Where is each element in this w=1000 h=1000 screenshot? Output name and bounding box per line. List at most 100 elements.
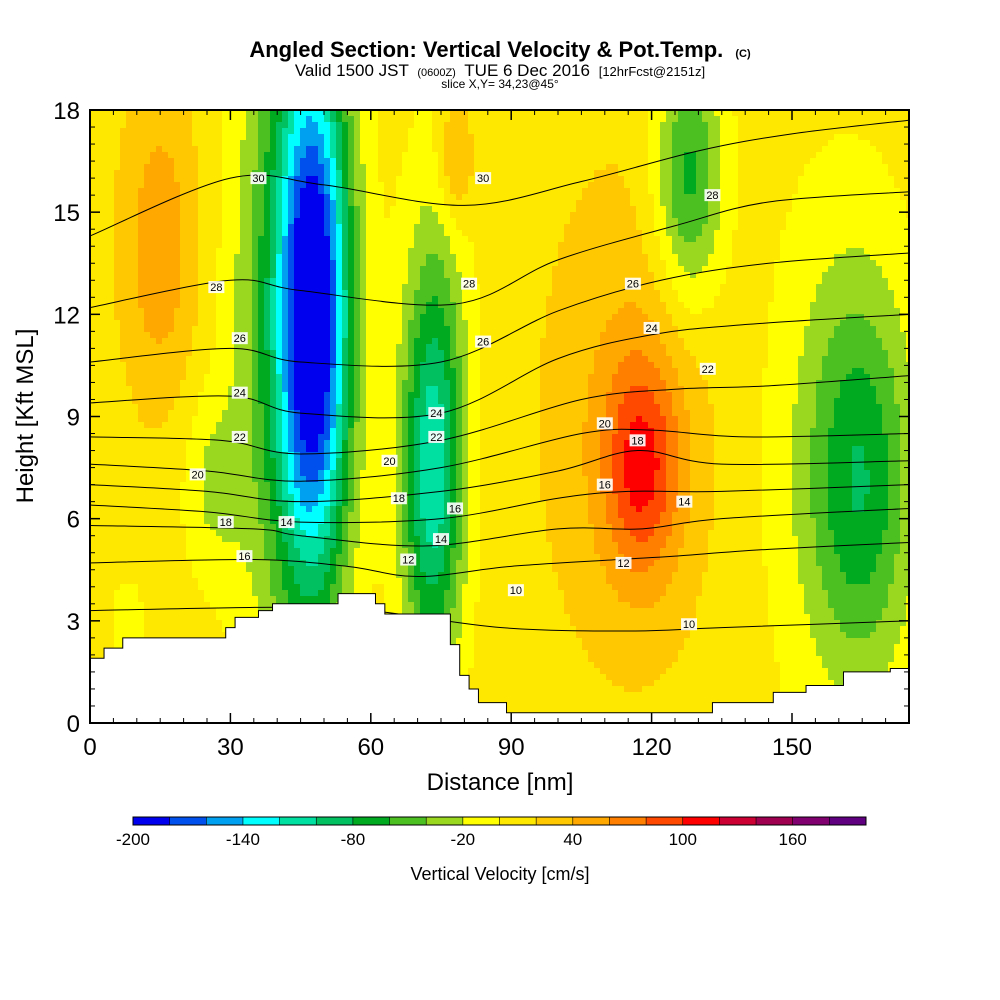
velocity-cell xyxy=(840,182,847,189)
velocity-cell xyxy=(474,218,481,225)
velocity-cell xyxy=(834,188,841,195)
velocity-cell xyxy=(102,158,109,165)
velocity-cell xyxy=(582,290,589,297)
velocity-cell xyxy=(174,206,181,213)
velocity-cell xyxy=(822,176,829,183)
velocity-cell xyxy=(750,278,757,285)
velocity-cell xyxy=(660,302,667,309)
velocity-cell xyxy=(102,296,109,303)
velocity-cell xyxy=(522,224,529,231)
velocity-cell xyxy=(462,308,469,315)
velocity-cell xyxy=(798,146,805,153)
velocity-cell xyxy=(678,314,685,321)
velocity-cell xyxy=(780,218,787,225)
velocity-cell xyxy=(810,200,817,207)
velocity-cell xyxy=(96,254,103,261)
velocity-cell xyxy=(372,296,379,303)
velocity-cell xyxy=(144,272,151,279)
velocity-cell xyxy=(222,110,229,117)
velocity-cell xyxy=(840,230,847,237)
velocity-cell xyxy=(612,266,619,273)
velocity-cell xyxy=(516,320,523,327)
velocity-cell xyxy=(798,260,805,267)
velocity-cell xyxy=(282,140,289,147)
velocity-cell xyxy=(642,224,649,231)
velocity-cell xyxy=(852,248,859,255)
velocity-cell xyxy=(288,308,295,315)
velocity-cell xyxy=(768,308,775,315)
velocity-cell xyxy=(240,194,247,201)
velocity-cell xyxy=(816,302,823,309)
velocity-cell xyxy=(900,266,907,273)
velocity-cell xyxy=(240,326,247,333)
velocity-cell xyxy=(696,242,703,249)
velocity-cell xyxy=(744,122,751,129)
velocity-cell xyxy=(312,176,319,183)
velocity-cell xyxy=(90,206,97,213)
velocity-cell xyxy=(360,260,367,267)
velocity-cell xyxy=(870,146,877,153)
velocity-cell xyxy=(480,308,487,315)
velocity-cell xyxy=(876,242,883,249)
velocity-cell xyxy=(768,194,775,201)
velocity-cell xyxy=(174,326,181,333)
velocity-cell xyxy=(114,254,121,261)
velocity-cell xyxy=(102,110,109,117)
velocity-cell xyxy=(156,272,163,279)
velocity-cell xyxy=(468,182,475,189)
velocity-cell xyxy=(738,182,745,189)
velocity-cell xyxy=(564,194,571,201)
velocity-cell xyxy=(882,236,889,243)
velocity-cell xyxy=(258,128,265,135)
velocity-cell xyxy=(288,134,295,141)
velocity-cell xyxy=(732,314,739,321)
velocity-cell xyxy=(798,194,805,201)
velocity-cell xyxy=(342,176,349,183)
velocity-cell xyxy=(588,200,595,207)
velocity-cell xyxy=(846,260,853,267)
velocity-cell xyxy=(864,278,871,285)
velocity-cell xyxy=(732,218,739,225)
velocity-cell xyxy=(600,200,607,207)
velocity-cell xyxy=(726,224,733,231)
velocity-cell xyxy=(708,272,715,279)
velocity-cell xyxy=(108,236,115,243)
velocity-cell xyxy=(348,314,355,321)
velocity-cell xyxy=(336,182,343,189)
velocity-cell xyxy=(672,302,679,309)
velocity-cell xyxy=(198,110,205,117)
velocity-cell xyxy=(546,128,553,135)
velocity-cell xyxy=(684,248,691,255)
velocity-cell xyxy=(96,284,103,291)
velocity-cell xyxy=(696,320,703,327)
velocity-cell xyxy=(516,218,523,225)
velocity-cell xyxy=(594,308,601,315)
velocity-cell xyxy=(438,194,445,201)
velocity-cell xyxy=(306,164,313,171)
velocity-cell xyxy=(672,272,679,279)
velocity-cell xyxy=(624,254,631,261)
velocity-cell xyxy=(246,200,253,207)
velocity-cell xyxy=(804,122,811,129)
velocity-cell xyxy=(510,206,517,213)
velocity-cell xyxy=(228,326,235,333)
velocity-cell xyxy=(618,284,625,291)
velocity-cell xyxy=(696,170,703,177)
velocity-cell xyxy=(822,290,829,297)
velocity-cell xyxy=(150,122,157,129)
velocity-cell xyxy=(114,284,121,291)
velocity-cell xyxy=(894,158,901,165)
velocity-cell xyxy=(504,308,511,315)
velocity-cell xyxy=(864,158,871,165)
velocity-cell xyxy=(438,248,445,255)
velocity-cell xyxy=(102,302,109,309)
velocity-cell xyxy=(720,236,727,243)
velocity-cell xyxy=(720,224,727,231)
velocity-cell xyxy=(300,290,307,297)
velocity-cell xyxy=(456,146,463,153)
velocity-cell xyxy=(114,140,121,147)
velocity-cell xyxy=(444,134,451,141)
velocity-cell xyxy=(348,242,355,249)
velocity-cell xyxy=(324,194,331,201)
velocity-cell xyxy=(690,158,697,165)
